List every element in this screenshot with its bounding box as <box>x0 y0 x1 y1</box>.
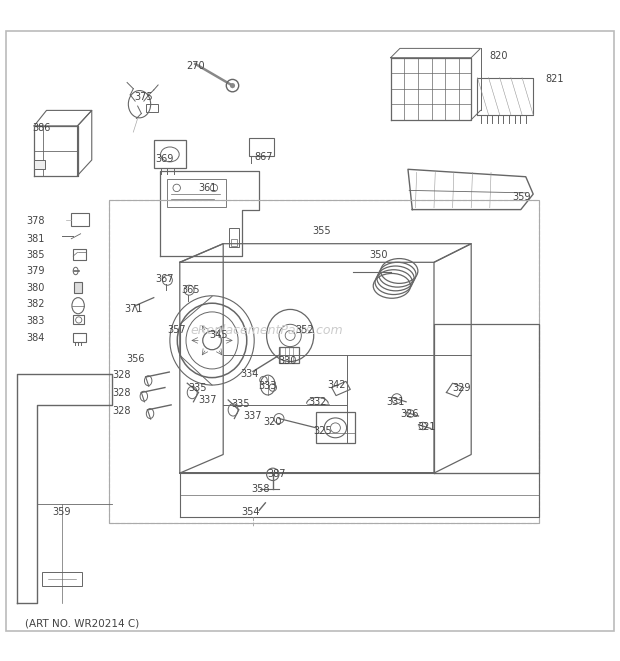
Text: 337: 337 <box>244 411 262 421</box>
Bar <box>71 213 89 226</box>
Text: 820: 820 <box>490 52 508 61</box>
Text: 270: 270 <box>186 61 205 71</box>
Text: 328: 328 <box>112 387 131 397</box>
Text: 367: 367 <box>155 274 174 284</box>
Text: 371: 371 <box>124 305 143 315</box>
Text: 350: 350 <box>369 250 388 260</box>
Bar <box>154 140 186 168</box>
Text: 331: 331 <box>386 397 405 407</box>
Text: 356: 356 <box>126 354 144 364</box>
Text: 330: 330 <box>278 356 297 366</box>
Bar <box>73 249 86 260</box>
Text: 387: 387 <box>267 469 286 479</box>
Text: 329: 329 <box>453 383 471 393</box>
Bar <box>73 333 86 342</box>
Text: 328: 328 <box>112 370 131 380</box>
Bar <box>316 412 355 444</box>
Bar <box>229 228 239 247</box>
Text: 358: 358 <box>251 485 270 494</box>
Text: 337: 337 <box>198 395 217 405</box>
Ellipse shape <box>230 83 235 88</box>
Text: 359: 359 <box>512 192 531 202</box>
Text: eReplacementParts.com: eReplacementParts.com <box>190 324 343 337</box>
Text: 354: 354 <box>241 506 260 516</box>
Text: 321: 321 <box>417 422 436 432</box>
Text: 342: 342 <box>327 380 346 390</box>
Text: 378: 378 <box>26 216 45 226</box>
Bar <box>42 572 82 586</box>
Text: 352: 352 <box>296 325 314 335</box>
Text: 332: 332 <box>309 397 327 407</box>
Text: 369: 369 <box>155 155 174 165</box>
Text: (ART NO. WR20214 C): (ART NO. WR20214 C) <box>25 618 139 628</box>
Text: 326: 326 <box>400 409 419 419</box>
Text: 382: 382 <box>26 299 45 309</box>
Text: 328: 328 <box>112 406 131 416</box>
Text: 345: 345 <box>209 330 228 340</box>
Text: 334: 334 <box>240 369 259 379</box>
Bar <box>146 104 158 112</box>
Bar <box>231 239 237 245</box>
Text: 361: 361 <box>198 183 217 193</box>
Text: 384: 384 <box>26 333 45 343</box>
Bar <box>73 315 84 325</box>
Bar <box>108 200 539 523</box>
Text: 383: 383 <box>26 315 45 326</box>
Text: 379: 379 <box>26 266 45 276</box>
Text: 335: 335 <box>231 399 250 408</box>
Text: 375: 375 <box>135 93 153 102</box>
Text: 381: 381 <box>26 234 45 244</box>
Text: 335: 335 <box>188 383 206 393</box>
Text: 365: 365 <box>182 285 200 295</box>
Text: 355: 355 <box>312 226 330 236</box>
Text: 821: 821 <box>546 74 564 84</box>
Text: 320: 320 <box>264 417 282 427</box>
Text: 325: 325 <box>313 426 332 436</box>
Text: 386: 386 <box>32 123 51 133</box>
Text: 357: 357 <box>167 325 186 335</box>
Bar <box>34 160 45 169</box>
Text: 385: 385 <box>26 250 45 260</box>
Text: 380: 380 <box>26 284 45 293</box>
Text: 867: 867 <box>254 152 273 162</box>
Text: 333: 333 <box>259 381 277 391</box>
Bar <box>279 346 299 363</box>
Bar <box>249 138 274 155</box>
Bar <box>74 282 82 293</box>
Bar <box>167 178 226 206</box>
Text: 359: 359 <box>53 506 71 516</box>
